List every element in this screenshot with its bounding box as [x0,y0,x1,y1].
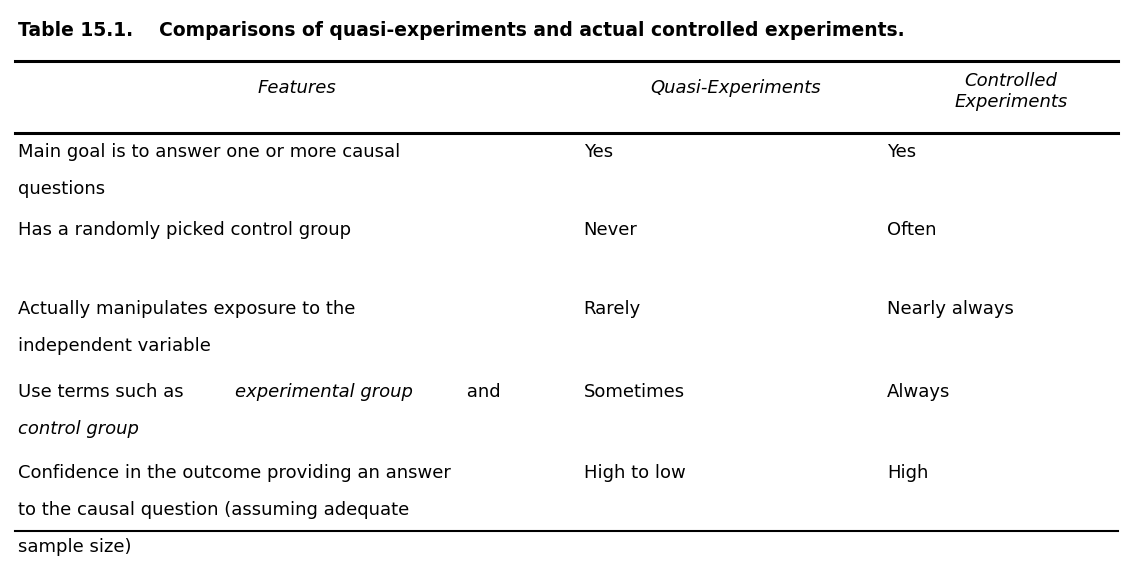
Text: Quasi-Experiments: Quasi-Experiments [650,79,820,96]
Text: sample size): sample size) [17,537,132,555]
Text: independent variable: independent variable [17,337,210,355]
Text: Features: Features [257,79,336,96]
Text: Nearly always: Nearly always [888,300,1015,318]
Text: Has a randomly picked control group: Has a randomly picked control group [17,221,351,239]
Text: Experiments: Experiments [954,93,1067,111]
Text: control group: control group [17,420,138,438]
Text: High: High [888,464,929,482]
Text: Yes: Yes [583,144,613,162]
Text: questions: questions [17,180,105,198]
Text: experimental group: experimental group [236,383,413,401]
Text: Confidence in the outcome providing an answer: Confidence in the outcome providing an a… [17,464,451,482]
Text: High to low: High to low [583,464,685,482]
Text: Main goal is to answer one or more causal: Main goal is to answer one or more causa… [17,144,400,162]
Text: Controlled: Controlled [964,72,1057,90]
Text: Sometimes: Sometimes [583,383,684,401]
Text: Often: Often [888,221,937,239]
Text: Rarely: Rarely [583,300,641,318]
Text: to the causal question (assuming adequate: to the causal question (assuming adequat… [17,501,408,519]
Text: Use terms such as: Use terms such as [17,383,189,401]
Text: Never: Never [583,221,637,239]
Text: Yes: Yes [888,144,916,162]
Text: Table 15.1.    Comparisons of quasi-experiments and actual controlled experiment: Table 15.1. Comparisons of quasi-experim… [17,21,904,40]
Text: and: and [461,383,500,401]
Text: Actually manipulates exposure to the: Actually manipulates exposure to the [17,300,355,318]
Text: Always: Always [888,383,951,401]
